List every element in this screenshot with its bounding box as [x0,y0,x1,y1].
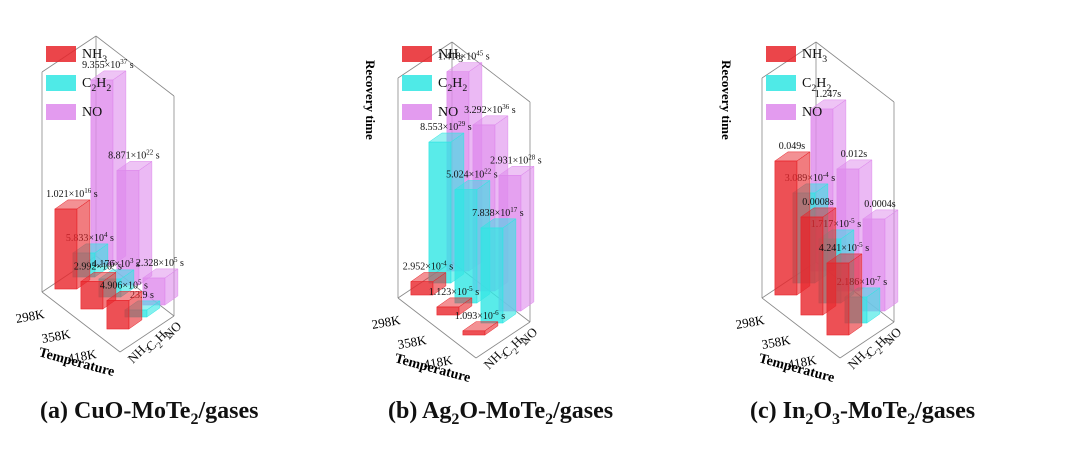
bar [480,218,517,324]
frame-line [95,35,175,97]
bar [462,321,499,336]
legend-label: C2H2 [438,76,467,94]
bar [142,268,179,306]
tick-label: 418K [66,346,98,366]
value-label: 2.931×1028 s [490,153,542,166]
bar [436,297,473,316]
legend-label: NH3 [802,47,827,65]
value-label: 4.241×10-5 s [819,241,869,254]
value-label: 2.328×105 s [136,256,184,269]
frame-line [451,41,531,103]
frame-line [761,297,841,359]
tick-label: 418K [786,352,818,372]
axis-title-recovery: Recovery time [719,60,734,140]
tick-label: 298K [14,306,46,326]
legend-label: NH3 [82,47,107,65]
frame-line [119,315,175,353]
legend-label: NO [82,105,102,120]
value-label: 1.247s [815,89,842,100]
tick-label: 298K [370,312,402,332]
axis-title-recovery: Recovery time [363,60,378,140]
legend-swatch [46,104,76,120]
legend-swatch [402,75,432,91]
tick-label: 358K [396,332,428,352]
panel-b: 1.418×1045 s3.292×1036 s2.931×1028 s8.55… [370,41,734,386]
bar [410,272,447,296]
frame-line [475,321,531,359]
series-tick-label: C2H2 [143,324,175,356]
legend-swatch [766,46,796,62]
tick-label: 358K [760,332,792,352]
value-label: 4.176×103 s [92,257,140,270]
frame-line [95,255,175,317]
caption-b: (b) Ag2O-MoTe2/gases [388,398,614,428]
frame-line [41,291,121,353]
legend-label: NO [438,105,458,120]
panel-a: 9.355×1037 s8.871×1022 s2.328×105 s5.833… [14,35,378,380]
value-label: 0.0004s [864,199,896,210]
legend-label: NH3 [438,47,463,65]
legend-swatch [46,75,76,91]
tick-label: 298K [734,312,766,332]
value-label: 8.871×1022 s [108,149,160,162]
value-label: 4.906×105 s [100,279,148,292]
legend-swatch [402,104,432,120]
legend-label: NO [802,105,822,120]
legend-label: C2H2 [802,76,831,94]
value-label: 3.292×1036 s [464,103,516,116]
caption-c: (c) In2O3-MoTe2/gases [750,398,976,428]
bar [54,199,91,290]
caption-a: (a) CuO-MoTe2/gases [40,398,259,428]
frame-line [815,41,895,103]
tick-label: 418K [422,352,454,372]
value-label: 0.012s [841,149,868,160]
frame-line [397,297,477,359]
legend-swatch [46,46,76,62]
value-label: 1.093×10-6 s [455,309,505,322]
value-label: 1.021×1016 s [46,187,98,200]
value-label: 2.992×105 s [74,260,122,273]
frame-line [839,321,895,359]
tick-label: 358K [40,326,72,346]
legend-label: C2H2 [82,76,111,94]
bar [106,290,143,330]
legend-swatch [766,75,796,91]
legend-swatch [766,104,796,120]
value-label: 1.123×10-5 s [429,285,479,298]
value-label: 0.0008s [802,197,834,208]
bar [826,253,863,336]
legend-swatch [402,46,432,62]
value-label: 0.049s [779,141,806,152]
value-label: 2.952×10-4 s [403,260,453,273]
